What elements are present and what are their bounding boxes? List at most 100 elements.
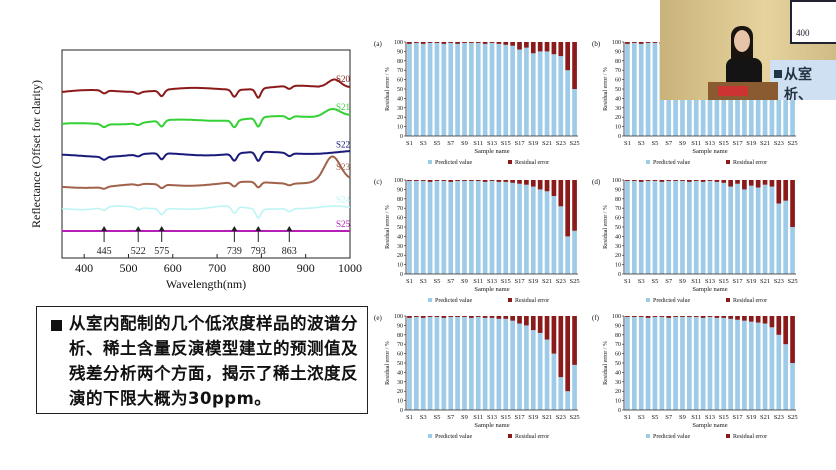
y-tick-label: 100	[394, 314, 403, 320]
bar-residual	[728, 316, 733, 319]
bar-residual	[659, 180, 665, 182]
plot-frame	[61, 49, 351, 259]
y-axis-label: Residual error / %	[603, 67, 609, 111]
bar-predicted	[503, 318, 509, 410]
panel-label: (a)	[374, 40, 382, 48]
bar-residual	[714, 180, 720, 182]
x-tick-label: S21	[760, 278, 770, 285]
bar-predicted	[769, 186, 775, 274]
bar-predicted	[537, 332, 543, 410]
x-tick-label: S11	[473, 278, 483, 285]
bar-predicted	[645, 317, 651, 410]
y-axis-label: Residual error / %	[603, 205, 609, 249]
bar-predicted	[742, 320, 747, 410]
bar-predicted	[666, 180, 672, 274]
video-screen-label: 400	[796, 28, 810, 38]
bar-residual	[565, 180, 571, 237]
x-tick-label: S19	[746, 140, 756, 147]
bar-predicted	[652, 180, 658, 274]
y-tick-label: 60	[397, 78, 403, 84]
bar-residual	[558, 316, 564, 378]
bar-residual	[666, 316, 672, 318]
y-tick-label: 20	[397, 253, 403, 259]
video-slide-text-2: 析、	[784, 87, 812, 100]
bar-predicted	[455, 180, 460, 274]
y-tick-label: 10	[397, 399, 403, 405]
y-tick-label: 20	[615, 389, 621, 395]
x-tick-label: S23	[556, 414, 566, 421]
bar-residual	[427, 180, 433, 182]
bar-predicted	[565, 391, 571, 410]
bar-predicted	[448, 42, 454, 136]
bar-predicted	[638, 181, 644, 274]
marker-arrowhead	[101, 226, 108, 231]
bar-residual	[407, 42, 412, 44]
marker-arrowhead	[135, 226, 142, 231]
bar-residual	[455, 180, 460, 181]
bar-predicted	[441, 317, 447, 410]
bar-residual	[469, 42, 474, 43]
bar-predicted	[475, 180, 481, 274]
bar-residual	[673, 316, 678, 317]
bar-predicted	[728, 318, 733, 410]
legend-label-residual: Residual error	[733, 298, 767, 304]
y-tick-label: 80	[615, 59, 621, 65]
x-tick-label: S15	[501, 414, 511, 421]
bar-residual	[510, 180, 515, 183]
marker-label: 445	[97, 246, 112, 257]
y-tick-label: 20	[615, 115, 621, 121]
x-tick-label: S5	[652, 140, 659, 147]
x-tick-label: S25	[787, 414, 797, 421]
legend-label-predicted: Predicted value	[435, 160, 472, 166]
y-tick-label: 30	[615, 106, 621, 112]
bar-predicted	[441, 43, 447, 136]
bar-predicted	[407, 317, 412, 410]
bar-predicted	[510, 320, 515, 410]
bar-predicted	[469, 317, 474, 410]
bar-predicted	[551, 353, 557, 410]
y-tick-label: 80	[397, 333, 403, 339]
x-tick-label: S21	[760, 140, 770, 147]
marker-label: 739	[227, 246, 242, 257]
bar-predicted	[707, 316, 713, 410]
bar-predicted	[565, 70, 571, 136]
marker-arrowhead	[158, 226, 165, 231]
y-tick-label: 100	[612, 314, 621, 320]
bar-residual	[645, 316, 651, 318]
x-tick-label: S1	[406, 414, 413, 421]
y-tick-label: 50	[615, 361, 621, 367]
bar-residual	[462, 316, 467, 317]
y-tick-label: 60	[397, 352, 403, 358]
y-tick-label: 10	[615, 125, 621, 131]
y-tick-label: 80	[397, 197, 403, 203]
x-tick-label: S17	[514, 414, 525, 421]
bar-residual	[448, 42, 454, 43]
bar-predicted	[638, 316, 644, 410]
bar-residual	[489, 316, 495, 318]
bar-residual	[537, 42, 543, 52]
bar-residual	[558, 42, 564, 57]
y-tick-label: 100	[394, 178, 403, 184]
y-tick-label: 60	[615, 352, 621, 358]
bar-residual	[482, 180, 488, 182]
x-axis-label: Sample name	[474, 148, 509, 155]
bar-predicted	[748, 321, 754, 410]
bar-predicted	[434, 316, 440, 410]
bar-predicted	[783, 344, 789, 410]
bar-predicted	[721, 317, 727, 410]
x-tick-label: S13	[487, 414, 497, 421]
bar-predicted	[714, 317, 720, 410]
y-tick-label: 70	[397, 342, 403, 348]
x-tick-label: S17	[514, 278, 525, 285]
y-tick-label: 40	[397, 234, 403, 240]
y-tick-label: 70	[615, 342, 621, 348]
bar-predicted	[790, 227, 795, 274]
bar-predicted	[469, 42, 474, 136]
bar-predicted	[482, 43, 488, 136]
x-tick-label: S25	[569, 140, 579, 147]
bar-residual	[625, 180, 630, 181]
bar-predicted	[455, 43, 460, 136]
bar-residual	[631, 42, 637, 43]
y-tick-label: 90	[615, 49, 621, 55]
y-tick-label: 70	[615, 68, 621, 74]
